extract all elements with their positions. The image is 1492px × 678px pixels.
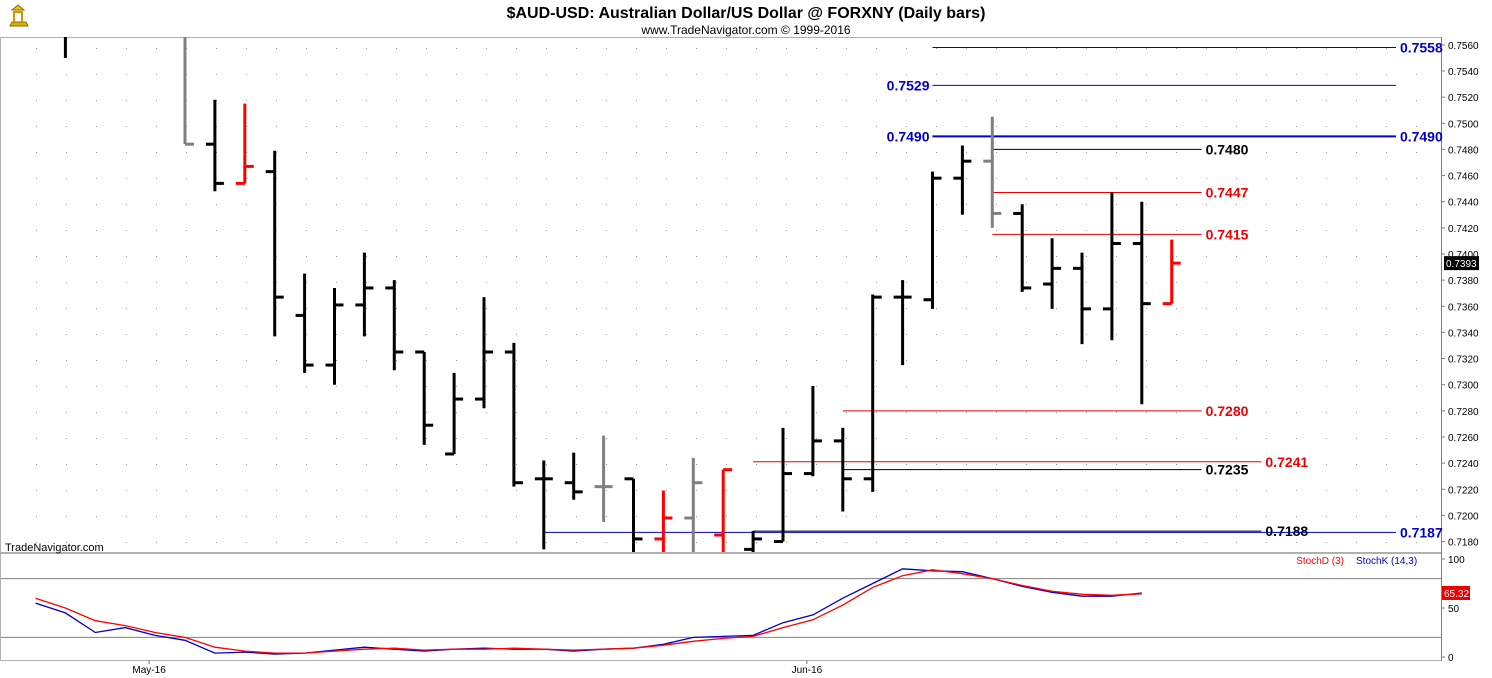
stoch-last-badge — [1442, 585, 1470, 600]
watermark: TradeNavigator.com — [5, 542, 104, 554]
price-bar — [385, 280, 404, 371]
price-bar — [564, 452, 583, 500]
price-axis-label: 0.7380 — [1448, 276, 1479, 287]
price-bar — [923, 171, 942, 309]
price-bar — [235, 103, 254, 185]
level-7558-label: 0.7558 — [1400, 39, 1443, 55]
price-bar — [953, 145, 972, 215]
price-bar — [475, 297, 493, 409]
price-bar — [1073, 252, 1091, 345]
price-bar — [265, 150, 284, 337]
price-bar — [1162, 239, 1181, 306]
stoch-axis-label: 100 — [1448, 555, 1465, 566]
stoch-axis-label: 0 — [1448, 653, 1454, 664]
price-bar — [445, 372, 464, 456]
stoch-line-d — [35, 569, 1142, 654]
price-bar — [415, 350, 434, 445]
price-bar — [654, 490, 673, 552]
chart-title: $AUD-USD: Australian Dollar/US Dollar @ … — [507, 5, 986, 22]
price-bar — [325, 287, 344, 385]
price-bars — [63, 37, 1181, 552]
price-axis-label: 0.7360 — [1448, 302, 1479, 313]
price-axis-label: 0.7300 — [1448, 381, 1479, 392]
level-7187-label: 0.7187 — [1400, 524, 1443, 540]
price-axis-label: 0.7400 — [1448, 250, 1479, 261]
price-bar — [983, 116, 1002, 228]
price-axis-label: 0.7280 — [1448, 407, 1479, 418]
price-axis-label: 0.7500 — [1448, 119, 1479, 130]
price-axis-label: 0.7520 — [1448, 93, 1479, 104]
price-bar — [183, 37, 194, 146]
price-axis-label: 0.7480 — [1448, 145, 1479, 156]
header-logo-icon — [8, 4, 30, 28]
price-bar — [1102, 192, 1121, 341]
price-bar — [1043, 238, 1062, 309]
price-bar — [863, 294, 882, 492]
price-axis-label: 0.7560 — [1448, 41, 1479, 52]
price-bar — [504, 342, 523, 487]
price-axis-label: 0.7180 — [1448, 538, 1479, 549]
price-bar — [295, 273, 314, 373]
price-bar — [714, 468, 733, 552]
stoch-legend-d: StochD (3) — [1296, 556, 1344, 567]
level-7280-label: 0.7280 — [1206, 403, 1249, 419]
price-axis: 0.7560 0.7540 0.7520 0.7500 0.7480 0.7460 0.74… — [1441, 41, 1479, 549]
price-levels: 0.7558 0.7529 0.7490 0.7490 0.7480 0.7447 0.74… — [543, 39, 1443, 540]
level-7188-label: 0.7188 — [1265, 523, 1308, 539]
last-price-badge — [1444, 256, 1479, 271]
price-bar — [833, 427, 852, 512]
level-7529-label-left: 0.7529 — [887, 77, 930, 93]
price-bar — [534, 460, 553, 550]
price-bar — [594, 435, 613, 522]
price-bar — [624, 477, 643, 552]
chart-subtitle: www.TradeNavigator.com © 1999-2016 — [640, 23, 850, 37]
price-axis-label: 0.7540 — [1448, 67, 1479, 78]
stochastic-panel: StochD (3) StochK (14,3) 100 50 0 65.32 — [1, 555, 1470, 664]
price-bar — [1013, 204, 1032, 292]
level-7490-label: 0.7490 — [1400, 128, 1443, 144]
price-bar — [893, 280, 912, 366]
price-bar — [774, 427, 792, 544]
price-bar — [803, 385, 822, 477]
price-bar — [355, 252, 374, 337]
price-axis-label: 0.7340 — [1448, 328, 1479, 339]
price-bar — [205, 99, 224, 192]
level-7415-label: 0.7415 — [1206, 226, 1249, 242]
x-axis-label: May-16 — [132, 665, 166, 676]
price-bar — [744, 531, 763, 552]
last-price-label: 0.7393 — [1446, 259, 1477, 270]
price-axis-label: 0.7200 — [1448, 511, 1479, 522]
price-axis-label: 0.7440 — [1448, 198, 1479, 209]
x-axis: May-16 Jun-16 — [132, 660, 823, 676]
level-7241-label: 0.7241 — [1265, 454, 1308, 470]
level-7490-label-left: 0.7490 — [887, 128, 930, 144]
stoch-last-label: 65.32 — [1444, 589, 1469, 600]
price-axis-label: 0.7420 — [1448, 224, 1479, 235]
level-7480-label: 0.7480 — [1206, 141, 1249, 157]
level-7447-label: 0.7447 — [1206, 185, 1249, 201]
price-bar — [1132, 201, 1151, 405]
price-axis-label: 0.7260 — [1448, 433, 1479, 444]
price-axis-label: 0.7220 — [1448, 485, 1479, 496]
level-7235-label: 0.7235 — [1206, 462, 1249, 478]
price-axis-label: 0.7320 — [1448, 355, 1479, 366]
price-axis-label: 0.7460 — [1448, 172, 1479, 183]
price-bar — [684, 457, 703, 552]
stoch-legend-k: StochK (14,3) — [1356, 556, 1417, 567]
price-axis-label: 0.7240 — [1448, 459, 1479, 470]
x-axis-label: Jun-16 — [792, 665, 823, 676]
stoch-axis-label: 50 — [1448, 604, 1460, 615]
